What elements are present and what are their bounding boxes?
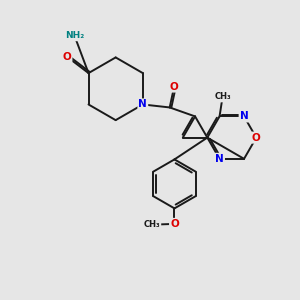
Text: N: N <box>240 111 248 122</box>
Text: N: N <box>138 100 147 110</box>
Text: O: O <box>63 52 71 62</box>
Text: O: O <box>170 82 178 92</box>
Text: NH₂: NH₂ <box>65 31 85 40</box>
Text: CH₃: CH₃ <box>214 92 231 101</box>
Text: O: O <box>252 133 261 142</box>
Text: CH₃: CH₃ <box>144 220 160 229</box>
Text: O: O <box>170 219 179 229</box>
Text: N: N <box>215 154 224 164</box>
